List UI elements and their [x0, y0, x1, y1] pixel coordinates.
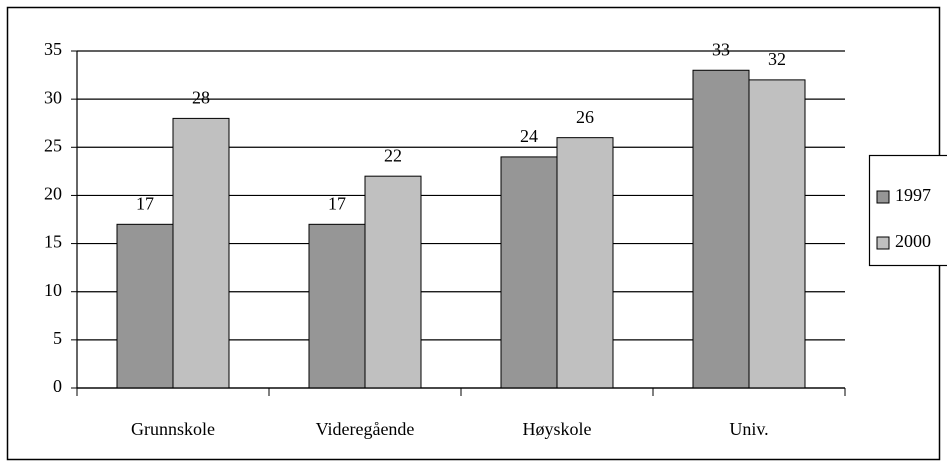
bar — [364, 175, 422, 389]
bar — [556, 137, 614, 389]
y-tick-label: 5 — [53, 328, 62, 348]
bar — [172, 117, 230, 389]
bar — [500, 156, 558, 389]
data-label: 28 — [192, 88, 210, 108]
y-tick-label: 0 — [53, 376, 62, 396]
y-tick-label: 30 — [44, 87, 62, 107]
data-label: 17 — [328, 193, 346, 213]
legend-swatch — [876, 190, 890, 204]
x-tick-label: Videregående — [316, 419, 415, 439]
legend-label: 1997 — [895, 185, 931, 205]
y-tick-label: 35 — [44, 39, 62, 59]
data-label: 24 — [520, 126, 538, 146]
data-label: 33 — [712, 39, 730, 59]
y-tick-label: 10 — [44, 280, 62, 300]
y-tick-label: 15 — [44, 232, 62, 252]
x-tick-label: Grunnskole — [131, 419, 215, 439]
bar — [308, 223, 366, 389]
data-label: 26 — [576, 107, 594, 127]
bar — [748, 79, 806, 389]
y-tick-label: 25 — [44, 135, 62, 155]
bar — [692, 69, 750, 389]
x-tick-label: Høyskole — [523, 419, 592, 439]
data-label: 17 — [136, 193, 154, 213]
legend-swatch — [876, 236, 890, 250]
data-label: 32 — [768, 49, 786, 69]
x-tick-label: Univ. — [729, 419, 768, 439]
y-tick-label: 20 — [44, 184, 62, 204]
legend-label: 2000 — [895, 231, 931, 251]
bar — [116, 223, 174, 389]
data-label: 22 — [384, 145, 402, 165]
